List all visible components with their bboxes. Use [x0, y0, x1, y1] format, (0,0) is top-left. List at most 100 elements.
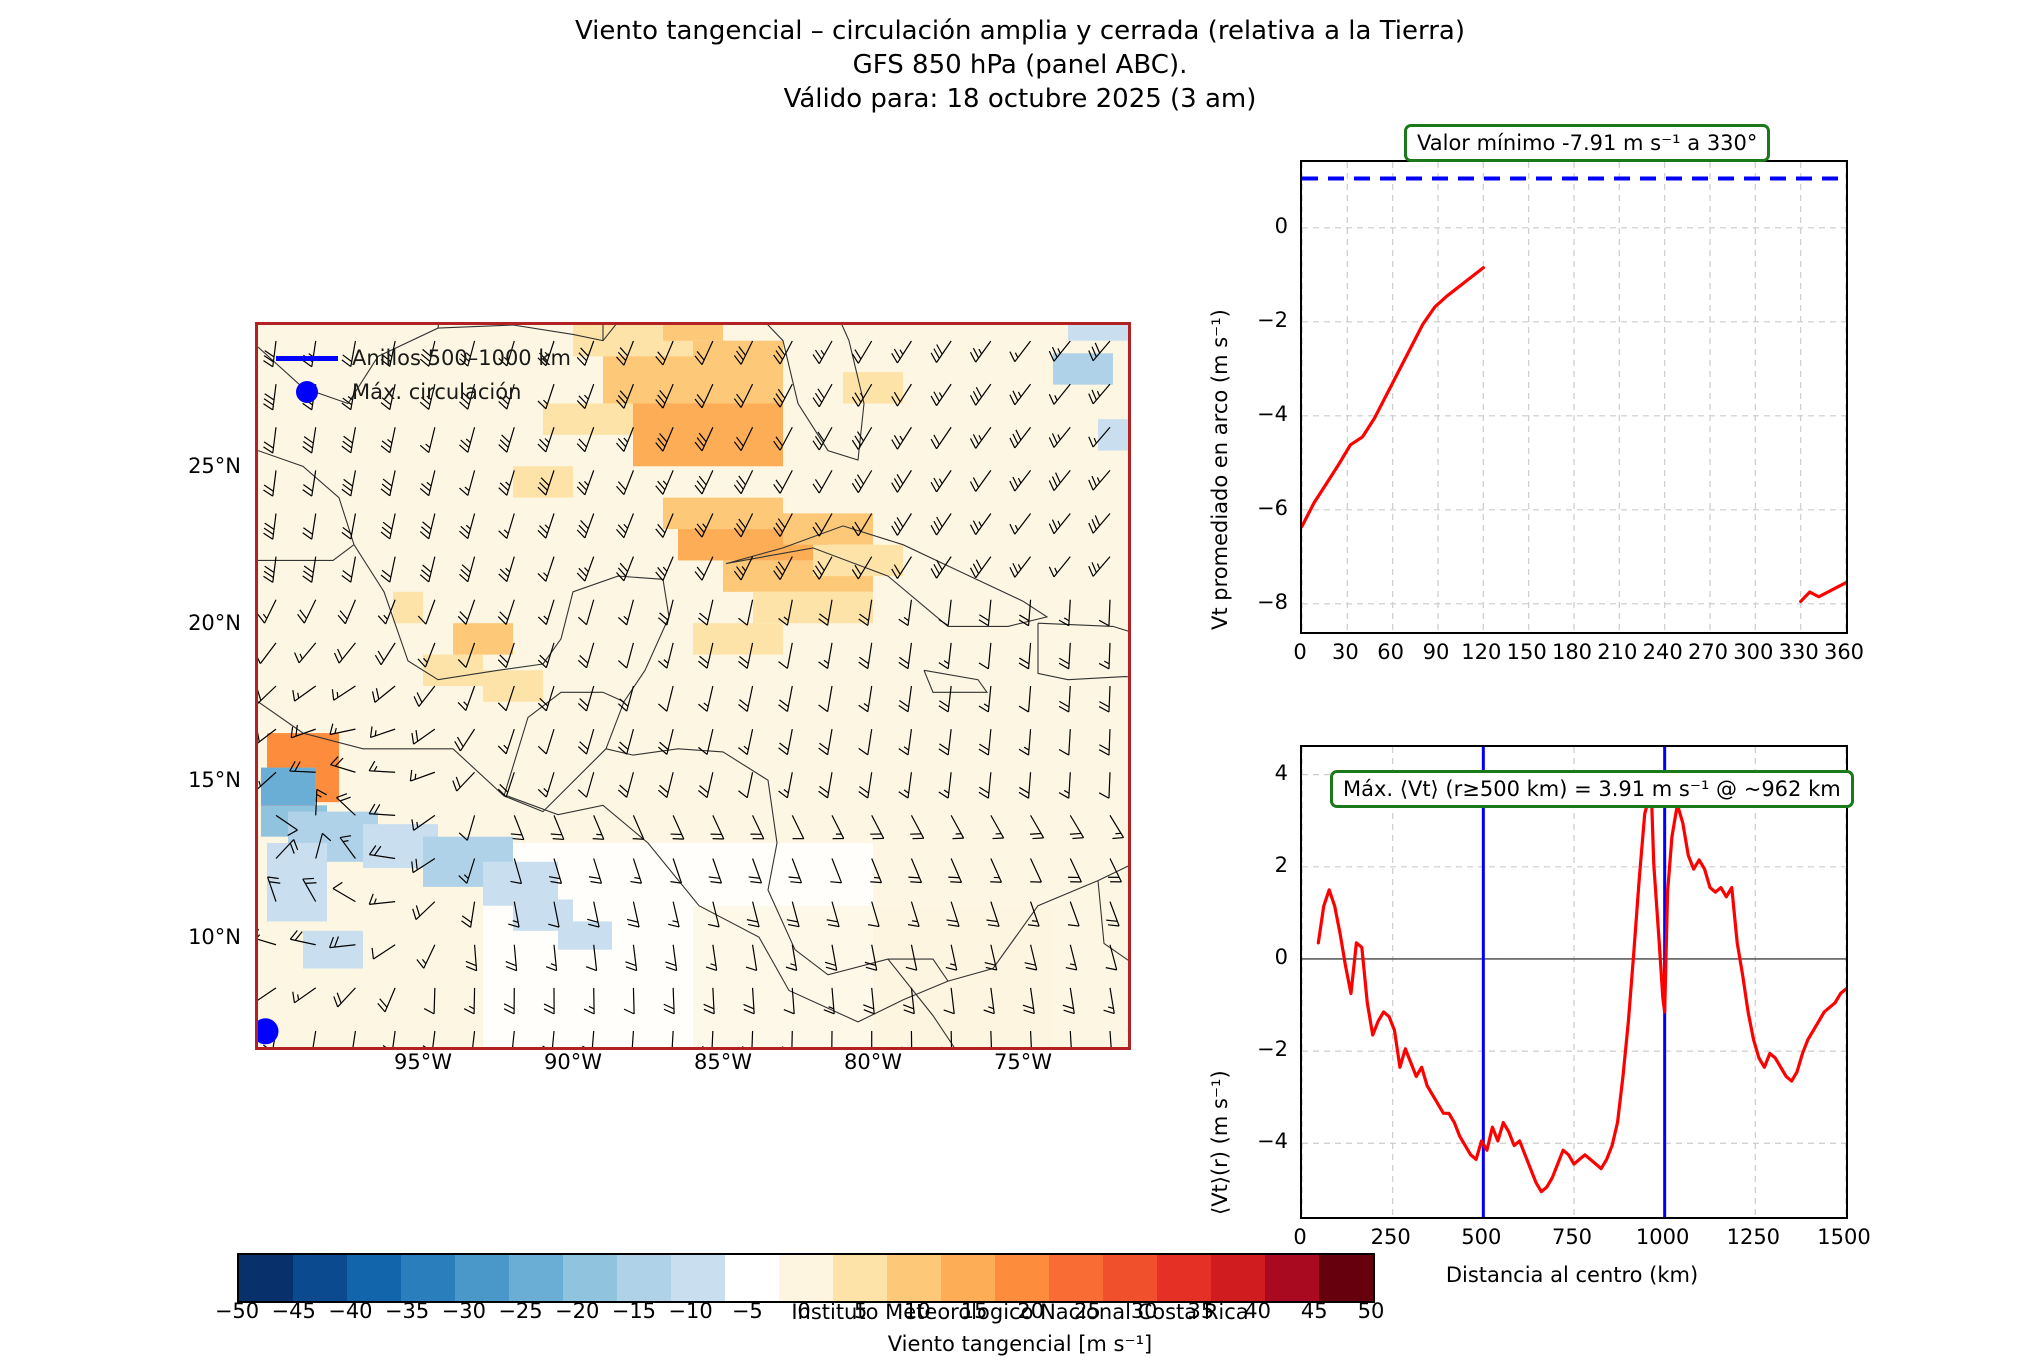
colorbar-tick-label: −40 [328, 1299, 373, 1323]
colorbar-swatch [293, 1255, 347, 1301]
colorbar-tick-label: −15 [611, 1299, 657, 1323]
map-lat-tick: 15°N [188, 768, 241, 793]
x-axis-tick-label: 750 [1551, 1225, 1593, 1249]
colorbar-tick-label: −5 [731, 1299, 763, 1323]
y-axis-tick-label: 4 [1274, 760, 1288, 785]
colorbar-tick-label: 10 [904, 1299, 931, 1323]
colorbar-swatch [779, 1255, 833, 1301]
map-lat-tick: 25°N [188, 454, 241, 479]
colorbar-swatch [563, 1255, 617, 1301]
colorbar-tick-label: 0 [797, 1299, 811, 1323]
y-axis-tick-label: −4 [1257, 1129, 1288, 1154]
x-axis-tick-label: 60 [1377, 640, 1405, 664]
x-axis-tick-label: 0 [1293, 640, 1307, 664]
colorbar-tick-label: 45 [1300, 1299, 1328, 1323]
colorbar-ticks: −50 −45 −40 −35 −30 −25 −20 −15 −10 −5 0 5 10 15 20 25 3… [215, 1299, 1385, 1333]
y-axis-title: ⟨Vt⟩(r) (m s⁻¹) [1208, 1070, 1232, 1215]
y-axis-tick-label: 2 [1274, 852, 1288, 877]
map-lat-tick: 10°N [188, 925, 241, 950]
colorbar-tick-label: −20 [555, 1299, 600, 1323]
x-axis-tick-label: 300 [1733, 640, 1774, 664]
y-axis-tick-label: −8 [1257, 589, 1288, 614]
colorbar-swatch [671, 1255, 725, 1301]
colorbar-tick-label: 5 [854, 1299, 868, 1323]
azimuthal-vt-decorations: 0 30 60 90 120 150 180 210 240 270 300 330 360 0 −2 −4 −… [1208, 160, 1864, 664]
x-axis-tick-label: 250 [1370, 1225, 1411, 1249]
colorbar-swatch [239, 1255, 293, 1301]
colorbar-tick-label: −45 [271, 1299, 316, 1323]
map-panel[interactable]: Anillos 500–1000 km Máx. circulación [255, 322, 1131, 1050]
min-value-annotation: Valor mínimo -7.91 m s⁻¹ a 330° [1404, 124, 1771, 162]
y-axis-title: Vt promediado en arco (m s⁻¹) [1208, 309, 1232, 630]
x-axis-tick-label: 270 [1687, 640, 1729, 664]
colorbar-swatch [1211, 1255, 1265, 1301]
colorbar-swatch [887, 1255, 941, 1301]
colorbar-tick-label: 25 [1074, 1299, 1101, 1323]
colorbar-swatch [617, 1255, 671, 1301]
x-axis-tick-label: 1000 [1635, 1225, 1690, 1249]
map-axis-ticks: 95°W 90°W 85°W 80°W 75°W 25°N 20°N 15°N 10°N [188, 322, 1125, 1074]
y-axis-tick-label: 0 [1274, 213, 1288, 238]
colorbar-tick-label: 40 [1244, 1299, 1271, 1323]
legend-label-max-circulation: Máx. circulación [352, 380, 522, 404]
map-lon-tick: 95°W [394, 1050, 452, 1074]
colorbar-swatch [941, 1255, 995, 1301]
colorbar-tick-label: 50 [1357, 1299, 1385, 1323]
colorbar-tick-label: 35 [1187, 1299, 1215, 1323]
y-axis-tick-label: −2 [1257, 1037, 1288, 1062]
colorbar-swatch [509, 1255, 563, 1301]
ring-line-icon [276, 355, 338, 361]
y-axis-tick-label: −6 [1257, 495, 1288, 520]
colorbar-tick-label: −25 [498, 1299, 543, 1323]
y-axis-tick-label: 0 [1274, 944, 1288, 969]
colorbar-swatch [1049, 1255, 1103, 1301]
legend-item-max-circulation: Máx. circulación [276, 375, 571, 409]
colorbar-swatch [455, 1255, 509, 1301]
title-line-3: Válido para: 18 octubre 2025 (3 am) [783, 84, 1257, 114]
colorbar-tick-label: −35 [384, 1299, 430, 1323]
y-axis-tick-label: −2 [1257, 307, 1288, 332]
legend-label-rings: Anillos 500–1000 km [352, 346, 571, 370]
colorbar-swatch [1265, 1255, 1319, 1301]
azimuthal-vt-plot [1302, 162, 1846, 632]
colorbar-tick-label: −50 [214, 1299, 260, 1323]
x-axis-tick-label: 0 [1293, 1225, 1307, 1249]
radial-vt-panel[interactable] [1300, 745, 1848, 1219]
map-lon-tick: 85°W [694, 1050, 752, 1074]
colorbar-tick-label: 15 [960, 1299, 988, 1323]
figure-title: Viento tangencial – circulación amplia y… [0, 14, 2040, 116]
map-lon-tick: 80°W [844, 1050, 902, 1074]
x-axis-tick-label: 1250 [1726, 1225, 1781, 1249]
colorbar-swatch [1157, 1255, 1211, 1301]
colorbar-tick-label: −10 [668, 1299, 713, 1323]
x-axis-tick-label: 330 [1778, 640, 1819, 664]
colorbar[interactable] [237, 1253, 1375, 1303]
x-axis-tick-label: 210 [1597, 640, 1638, 664]
colorbar-swatch [995, 1255, 1049, 1301]
azimuthal-vt-panel[interactable] [1300, 160, 1848, 634]
map-lon-tick: 75°W [994, 1050, 1052, 1074]
map-lat-tick: 20°N [188, 611, 241, 636]
colorbar-swatch [401, 1255, 455, 1301]
colorbar-swatch [833, 1255, 887, 1301]
map-canvas [258, 325, 1128, 1047]
max-vt-annotation: Máx. ⟨Vt⟩ (r≥500 km) = 3.91 m s⁻¹ @ ~962… [1330, 770, 1854, 808]
x-axis-tick-label: 240 [1642, 640, 1683, 664]
colorbar-swatch [1319, 1255, 1373, 1301]
x-axis-tick-label: 500 [1461, 1225, 1502, 1249]
colorbar-tick-label: −30 [441, 1299, 486, 1323]
colorbar-swatch [1103, 1255, 1157, 1301]
x-axis-title: Distancia al centro (km) [1445, 1263, 1699, 1287]
radial-vt-decorations: 0 250 500 750 1000 1250 1500 4 2 0 −2 −4 ⟨Vt⟩(r) (m … [1208, 745, 1871, 1287]
x-axis-tick-label: 1500 [1817, 1225, 1871, 1249]
x-axis-tick-label: 90 [1422, 640, 1450, 664]
colorbar-swatch [347, 1255, 401, 1301]
map-legend: Anillos 500–1000 km Máx. circulación [276, 341, 571, 409]
y-axis-tick-label: −4 [1257, 401, 1288, 426]
x-axis-tick-label: 360 [1823, 640, 1865, 664]
colorbar-swatch [725, 1255, 779, 1301]
title-line-1: Viento tangencial – circulación amplia y… [574, 16, 1466, 46]
colorbar-tick-label: 20 [1017, 1299, 1045, 1323]
title-line-2: GFS 850 hPa (panel ABC). [852, 50, 1188, 80]
x-axis-tick-label: 150 [1506, 640, 1547, 664]
